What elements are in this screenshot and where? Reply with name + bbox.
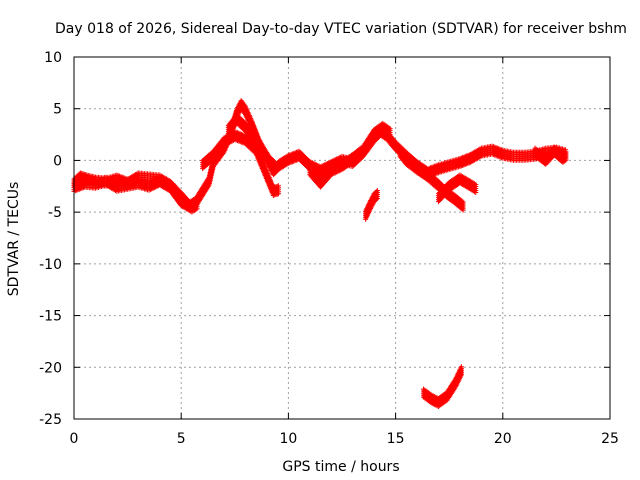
y-tick-label: -10: [39, 257, 62, 273]
x-axis-label: GPS time / hours: [282, 459, 399, 475]
y-tick-label: -25: [39, 412, 62, 428]
x-tick-label: 5: [177, 431, 186, 447]
y-tick-label: 10: [44, 50, 62, 66]
y-tick-label: -20: [39, 360, 62, 376]
y-tick-label: 0: [53, 153, 62, 169]
x-tick-label: 0: [70, 431, 79, 447]
data-layer: [71, 98, 569, 409]
y-tick-label: -15: [39, 309, 62, 325]
chart-title: Day 018 of 2026, Sidereal Day-to-day VTE…: [55, 21, 627, 37]
x-tick-label: 15: [387, 431, 405, 447]
x-tick-label: 25: [601, 431, 619, 447]
data-series: [71, 174, 200, 215]
y-tick-label: -5: [48, 205, 62, 221]
y-tick-label: 5: [53, 102, 62, 118]
y-axis-label: SDTVAR / TECUs: [6, 182, 22, 297]
x-tick-label: 10: [279, 431, 297, 447]
x-tick-label: 20: [494, 431, 512, 447]
